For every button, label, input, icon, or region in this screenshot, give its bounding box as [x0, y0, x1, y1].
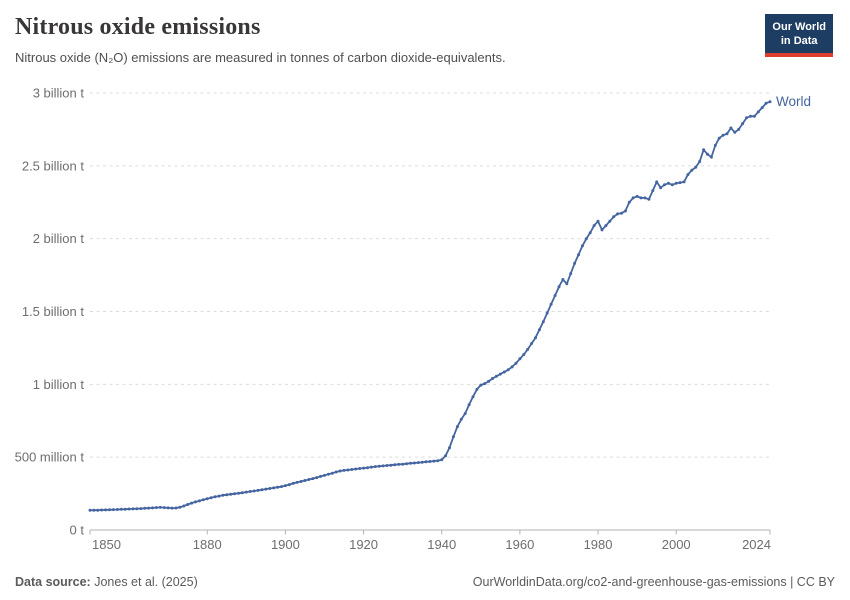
chart-header: Nitrous oxide emissions Nitrous oxide (N…	[15, 14, 833, 65]
svg-text:1900: 1900	[271, 537, 300, 552]
svg-text:2.5 billion t: 2.5 billion t	[22, 158, 85, 173]
svg-text:1960: 1960	[505, 537, 534, 552]
footer-url-link[interactable]: OurWorldinData.org/co2-and-greenhouse-ga…	[472, 575, 787, 589]
data-source: Data source: Jones et al. (2025)	[15, 575, 198, 589]
series-label-world: World	[776, 94, 811, 109]
chart-subtitle: Nitrous oxide (N₂O) emissions are measur…	[15, 50, 506, 65]
svg-text:1940: 1940	[427, 537, 456, 552]
svg-text:0 t: 0 t	[70, 523, 85, 538]
x-axis	[89, 529, 771, 535]
header-text: Nitrous oxide emissions Nitrous oxide (N…	[15, 14, 506, 65]
chart-footer: Data source: Jones et al. (2025) OurWorl…	[15, 575, 835, 589]
chart-title: Nitrous oxide emissions	[15, 14, 261, 40]
svg-text:2024: 2024	[742, 537, 771, 552]
x-axis-labels: 1850 1880 1900 1920 1940 1960 1980 2000 2024	[92, 537, 771, 552]
logo-line-1: Our World	[772, 21, 826, 33]
svg-text:500 million t: 500 million t	[15, 450, 85, 465]
data-point-markers	[88, 100, 772, 512]
world-line[interactable]	[89, 100, 771, 512]
svg-text:1850: 1850	[92, 537, 121, 552]
owid-logo[interactable]: Our World in Data	[765, 14, 833, 57]
svg-text:1980: 1980	[584, 537, 613, 552]
footer-links: OurWorldinData.org/co2-and-greenhouse-ga…	[473, 575, 835, 589]
data-source-value[interactable]: Jones et al. (2025)	[94, 575, 198, 589]
logo-line-2: in Data	[780, 35, 818, 48]
svg-text:1.5 billion t: 1.5 billion t	[22, 304, 85, 319]
svg-text:1920: 1920	[349, 537, 378, 552]
data-source-label: Data source:	[15, 575, 91, 589]
svg-text:3 billion t: 3 billion t	[33, 86, 85, 101]
svg-text:1 billion t: 1 billion t	[33, 377, 85, 392]
footer-license-link[interactable]: CC BY	[796, 575, 835, 589]
svg-text:2 billion t: 2 billion t	[33, 231, 85, 246]
svg-text:1880: 1880	[193, 537, 222, 552]
y-axis-labels: 0 t 500 million t 1 billion t 1.5 billion t…	[15, 86, 85, 538]
y-gridlines	[90, 92, 770, 458]
footer-separator: |	[786, 575, 797, 589]
svg-text:2000: 2000	[662, 537, 691, 552]
